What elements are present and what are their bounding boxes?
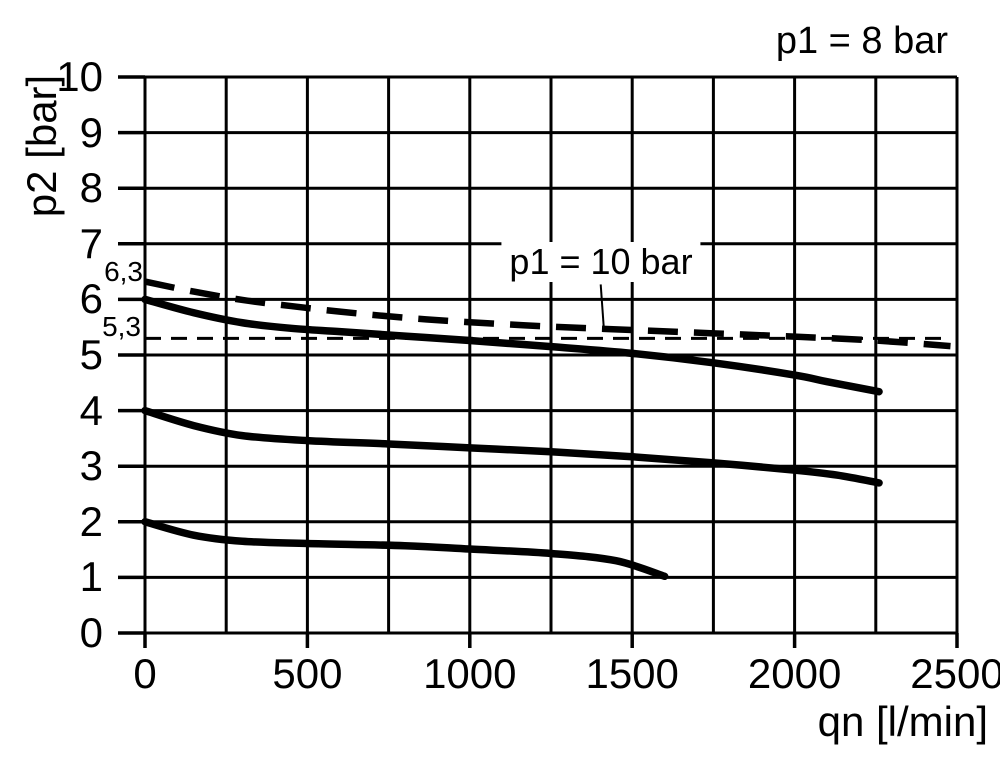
reference-label-5-3: 5,3 [102,311,141,342]
y-tick-label-5: 5 [79,331,103,378]
y-tick-label-10: 10 [56,53,103,100]
x-tick-label-1500: 1500 [585,650,679,697]
curve-4-solid [141,518,669,581]
y-tick-label-2: 2 [79,497,103,545]
curve-2-solid [141,295,883,396]
curve-3-solid [141,406,883,487]
y-tick-label-9: 9 [79,108,103,156]
annotation-p1-10-label: p1 = 10 bar [501,242,701,282]
y-tick-label-0: 0 [79,609,103,656]
y-tick-label-7: 7 [79,219,103,267]
y-tick-label-1: 1 [79,553,103,601]
curve-0-dashed-thick [144,278,951,350]
y-tick-label-8: 8 [79,164,103,212]
x-tick-label-2000: 2000 [747,650,842,697]
y-tick-label-6: 6 [79,275,103,323]
x-axis-title: qn [l/min] [817,698,988,745]
reference-label-6-3: 6,3 [104,256,143,287]
chart-title: p1 = 8 bar [775,20,948,62]
annotation-leader-line [599,284,605,331]
x-tick-label-2500: 2500 [910,650,1000,697]
y-tick-label-4: 4 [79,386,103,434]
x-tick-label-1000: 1000 [423,650,517,697]
x-tick-label-0: 0 [133,650,157,697]
y-tick-label-3: 3 [79,442,103,490]
x-tick-label-500: 500 [272,650,343,697]
